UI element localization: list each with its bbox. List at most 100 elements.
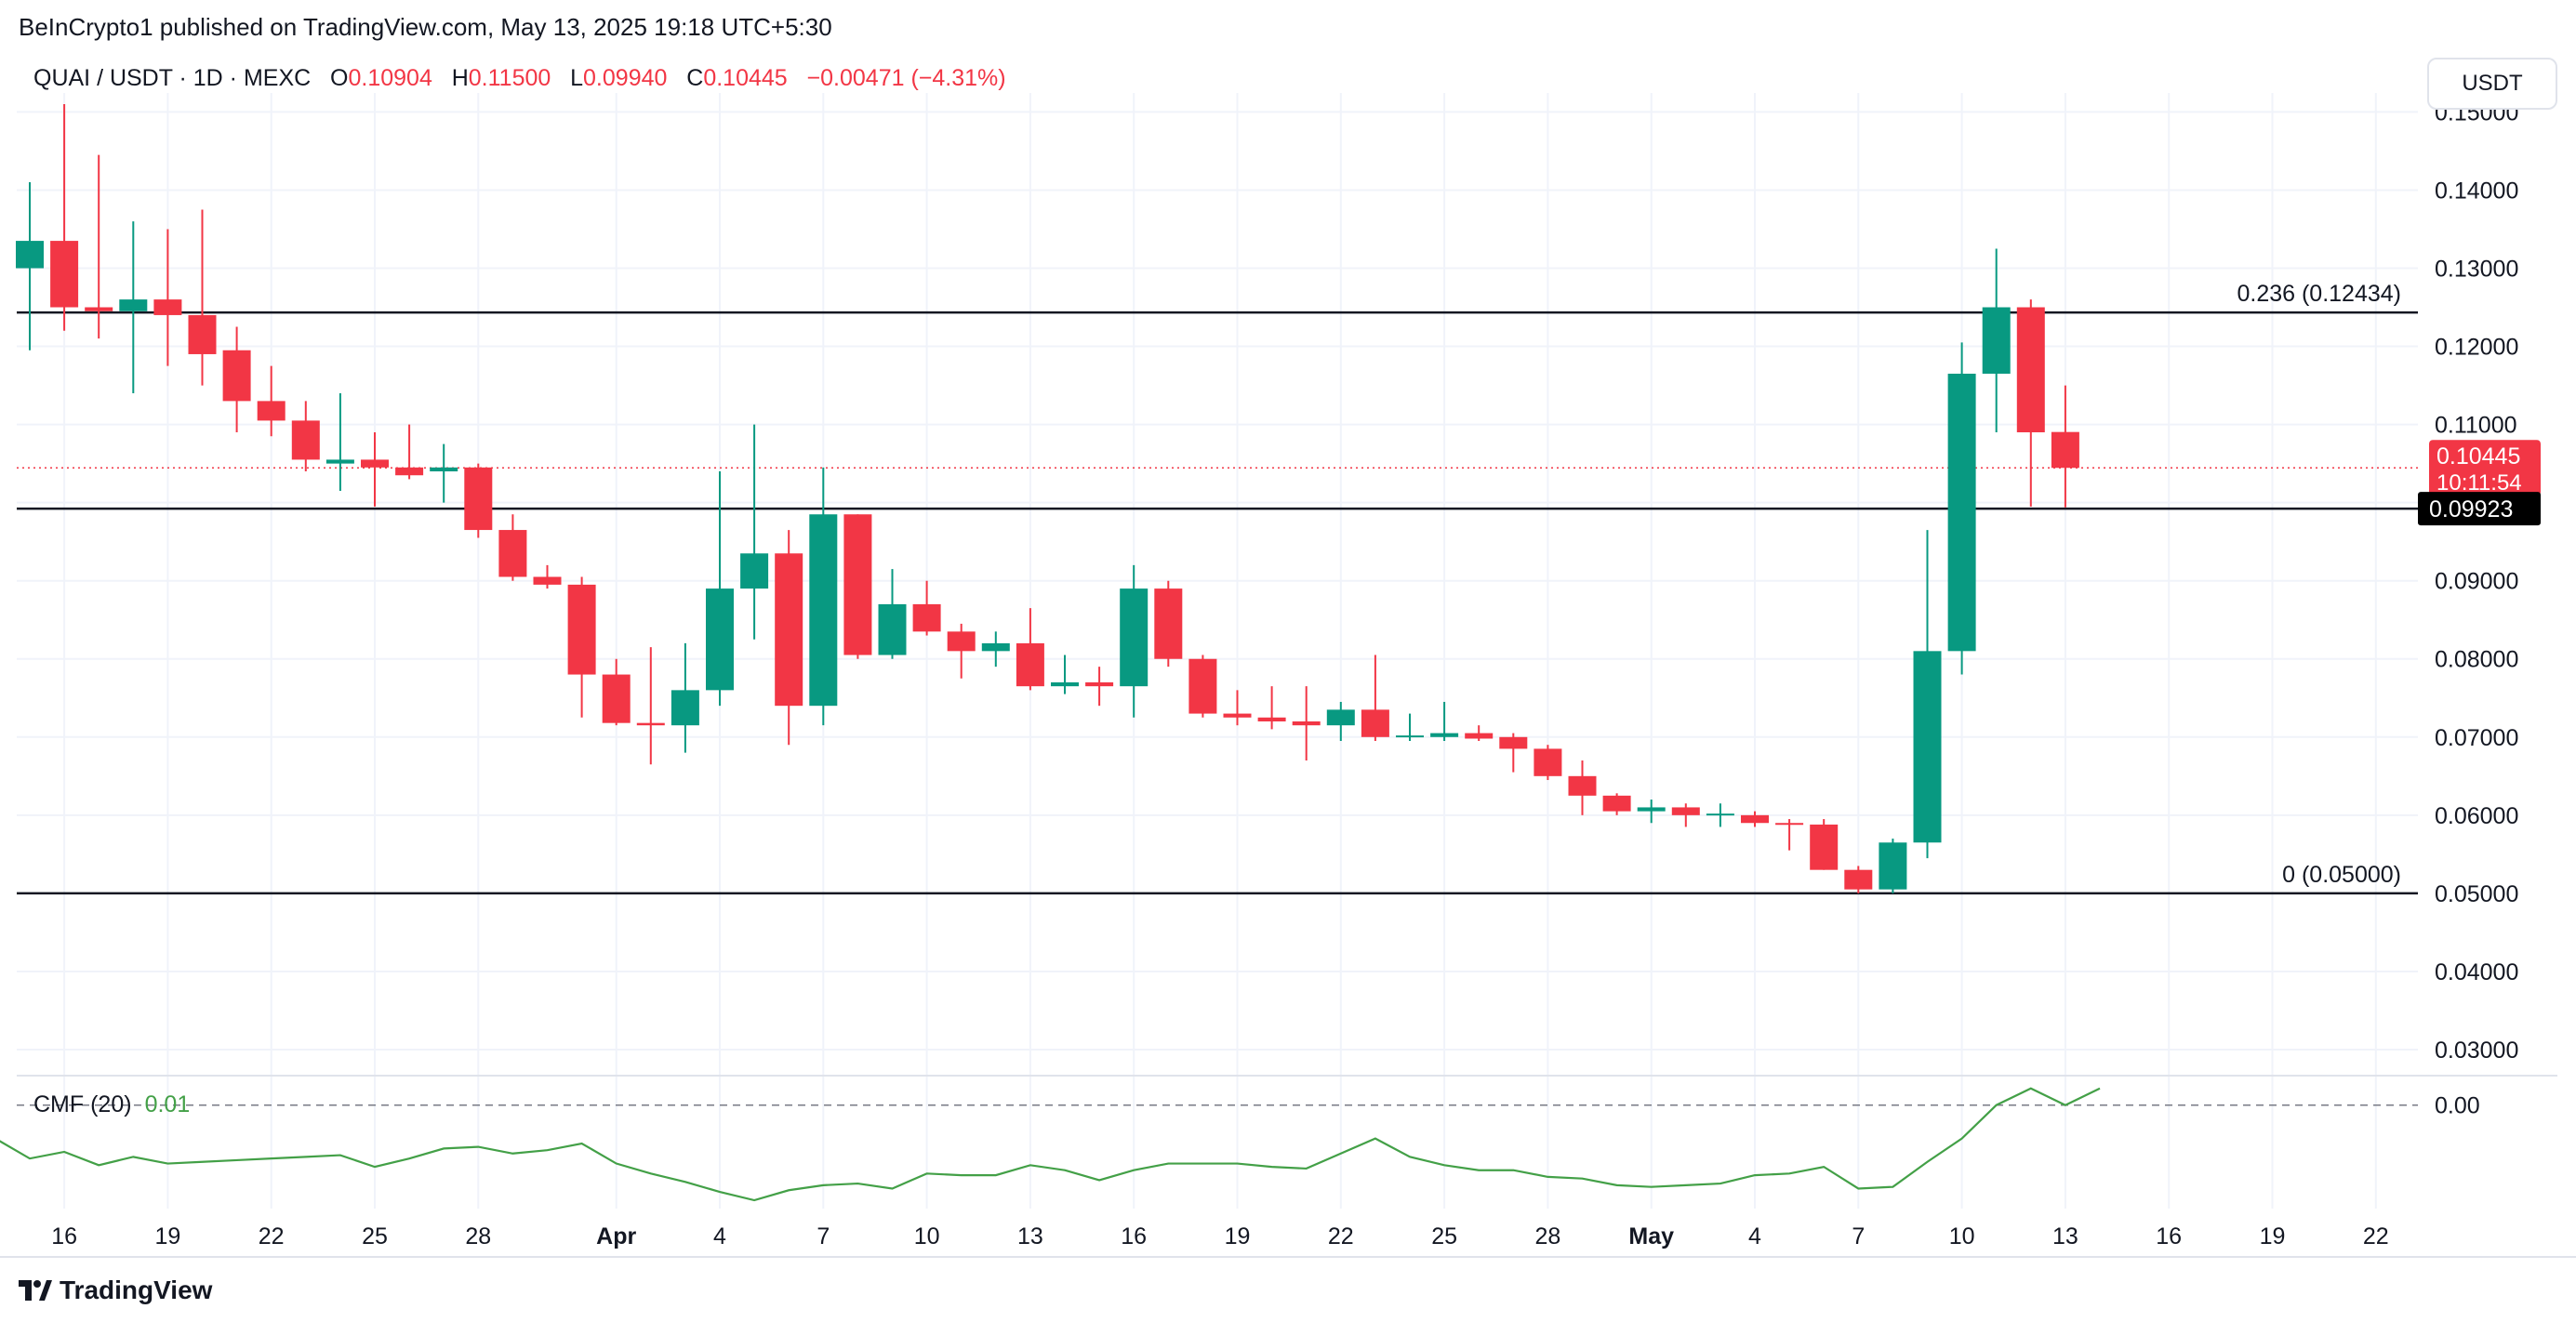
candle-body <box>567 584 596 675</box>
symbol-label[interactable]: QUAI / USDT · 1D · MEXC <box>33 65 312 91</box>
candle-body <box>1051 681 1079 687</box>
candle-body <box>2016 307 2045 433</box>
candle-body <box>878 603 907 655</box>
price-tick-label: 0.13000 <box>2435 257 2518 283</box>
candle-body <box>498 530 527 577</box>
price-tick-label: 0.07000 <box>2435 725 2518 751</box>
time-tick-label: 10 <box>914 1223 940 1249</box>
candle-body <box>1154 588 1183 659</box>
candle-body <box>1568 775 1597 796</box>
time-tick-label: 22 <box>259 1223 285 1249</box>
candle-body <box>1430 733 1459 737</box>
candle-body <box>1879 842 1907 890</box>
candle-body <box>1913 651 1942 843</box>
candle-body <box>361 459 389 468</box>
time-tick-label: 19 <box>1225 1223 1251 1249</box>
candle-body <box>430 467 458 472</box>
tradingview-logo[interactable]: TradingView <box>19 1276 212 1305</box>
countdown-label: 10:11:54 <box>2437 470 2522 496</box>
price-tick-label: 0.12000 <box>2435 335 2518 361</box>
time-tick-label: 22 <box>1328 1223 1354 1249</box>
candle-body <box>1671 807 1700 815</box>
close-label: C <box>686 65 704 91</box>
time-tick-label: 19 <box>154 1223 180 1249</box>
candle-body <box>222 350 251 402</box>
open-value: 0.10904 <box>348 65 432 91</box>
time-tick-label: 7 <box>817 1223 830 1249</box>
time-tick-label: 25 <box>1431 1223 1457 1249</box>
high-value: 0.11500 <box>468 65 551 91</box>
candle-body <box>153 299 182 315</box>
candle-body <box>1602 795 1631 812</box>
candle-body <box>671 690 699 726</box>
currency-button[interactable]: USDT <box>2427 58 2557 110</box>
last-price-badge <box>2429 440 2541 496</box>
candle-body <box>1499 736 1528 749</box>
price-tick-label: 0.03000 <box>2435 1038 2518 1064</box>
time-tick-label: 16 <box>1121 1223 1147 1249</box>
last-price-label: 0.10445 <box>2437 443 2520 469</box>
candle-body <box>395 467 424 476</box>
candle-body <box>981 642 1010 652</box>
candle-body <box>1637 807 1666 812</box>
candle-body <box>740 553 769 589</box>
candle-body <box>1741 814 1769 824</box>
candle-body <box>1706 813 1734 816</box>
time-tick-label: 16 <box>51 1223 77 1249</box>
candle-body <box>1534 748 1562 776</box>
close-value: 0.10445 <box>703 65 788 91</box>
time-tick-label: 4 <box>1748 1223 1761 1249</box>
candle-body <box>533 576 562 585</box>
time-tick-label: Apr <box>596 1223 636 1249</box>
time-tick-label: 4 <box>713 1223 726 1249</box>
candle-body <box>1775 823 1804 826</box>
fib-level-label: 0.236 (0.12434) <box>2237 281 2401 307</box>
time-tick-label: 7 <box>1852 1223 1865 1249</box>
price-tick-label: 0.09000 <box>2435 569 2518 595</box>
time-tick-label: 25 <box>362 1223 388 1249</box>
price-tick-label: 0.04000 <box>2435 959 2518 985</box>
time-tick-label: 28 <box>1534 1223 1560 1249</box>
cmf-name[interactable]: CMF (20) <box>33 1091 132 1117</box>
price-tick-label: 0.11000 <box>2435 413 2517 439</box>
time-tick-label: 13 <box>2052 1223 2078 1249</box>
brand-name: TradingView <box>60 1276 213 1304</box>
candle-body <box>912 603 941 632</box>
cmf-zero-label: 0.00 <box>2435 1093 2480 1119</box>
time-tick-label: 19 <box>2260 1223 2286 1249</box>
cmf-value: 0.01 <box>144 1091 191 1117</box>
change-value: −0.00471 (−4.31%) <box>806 65 1006 91</box>
low-value: 0.09940 <box>583 65 668 91</box>
price-tick-label: 0.14000 <box>2435 178 2518 204</box>
price-tick-label: 0.08000 <box>2435 647 2518 673</box>
fib-level-label: 0 (0.05000) <box>2282 862 2401 888</box>
candle-body <box>119 299 148 311</box>
candle-body <box>775 553 803 707</box>
candle-body <box>50 241 79 308</box>
candle-body <box>1844 869 1873 890</box>
candle-body <box>16 241 44 269</box>
candle-body <box>1326 709 1355 726</box>
candle-body <box>1188 658 1217 714</box>
candle-body <box>2051 431 2079 469</box>
candle-body <box>1292 720 1321 726</box>
publisher-credit: BeInCrypto1 published on TradingView.com… <box>19 13 832 41</box>
cmf-legend: CMF (20) 0.01 <box>33 1091 190 1118</box>
candle-body <box>843 514 872 655</box>
candle-body <box>1120 588 1149 687</box>
price-tick-label: 0.05000 <box>2435 881 2518 907</box>
cmf-line <box>0 1087 2101 1202</box>
candle-body <box>1361 709 1389 737</box>
time-tick-label: 16 <box>2156 1223 2182 1249</box>
time-tick-label: May <box>1628 1223 1674 1249</box>
time-tick-label: 28 <box>465 1223 491 1249</box>
candle-body <box>809 514 838 707</box>
candle-body <box>1465 733 1494 739</box>
tradingview-icon <box>19 1280 52 1301</box>
ohlc-legend: QUAI / USDT · 1D · MEXC O0.10904 H0.1150… <box>33 65 1006 92</box>
candle-body <box>1257 717 1286 721</box>
candle-body <box>1810 824 1839 870</box>
candle-body <box>188 314 217 354</box>
candle-body <box>947 631 976 652</box>
